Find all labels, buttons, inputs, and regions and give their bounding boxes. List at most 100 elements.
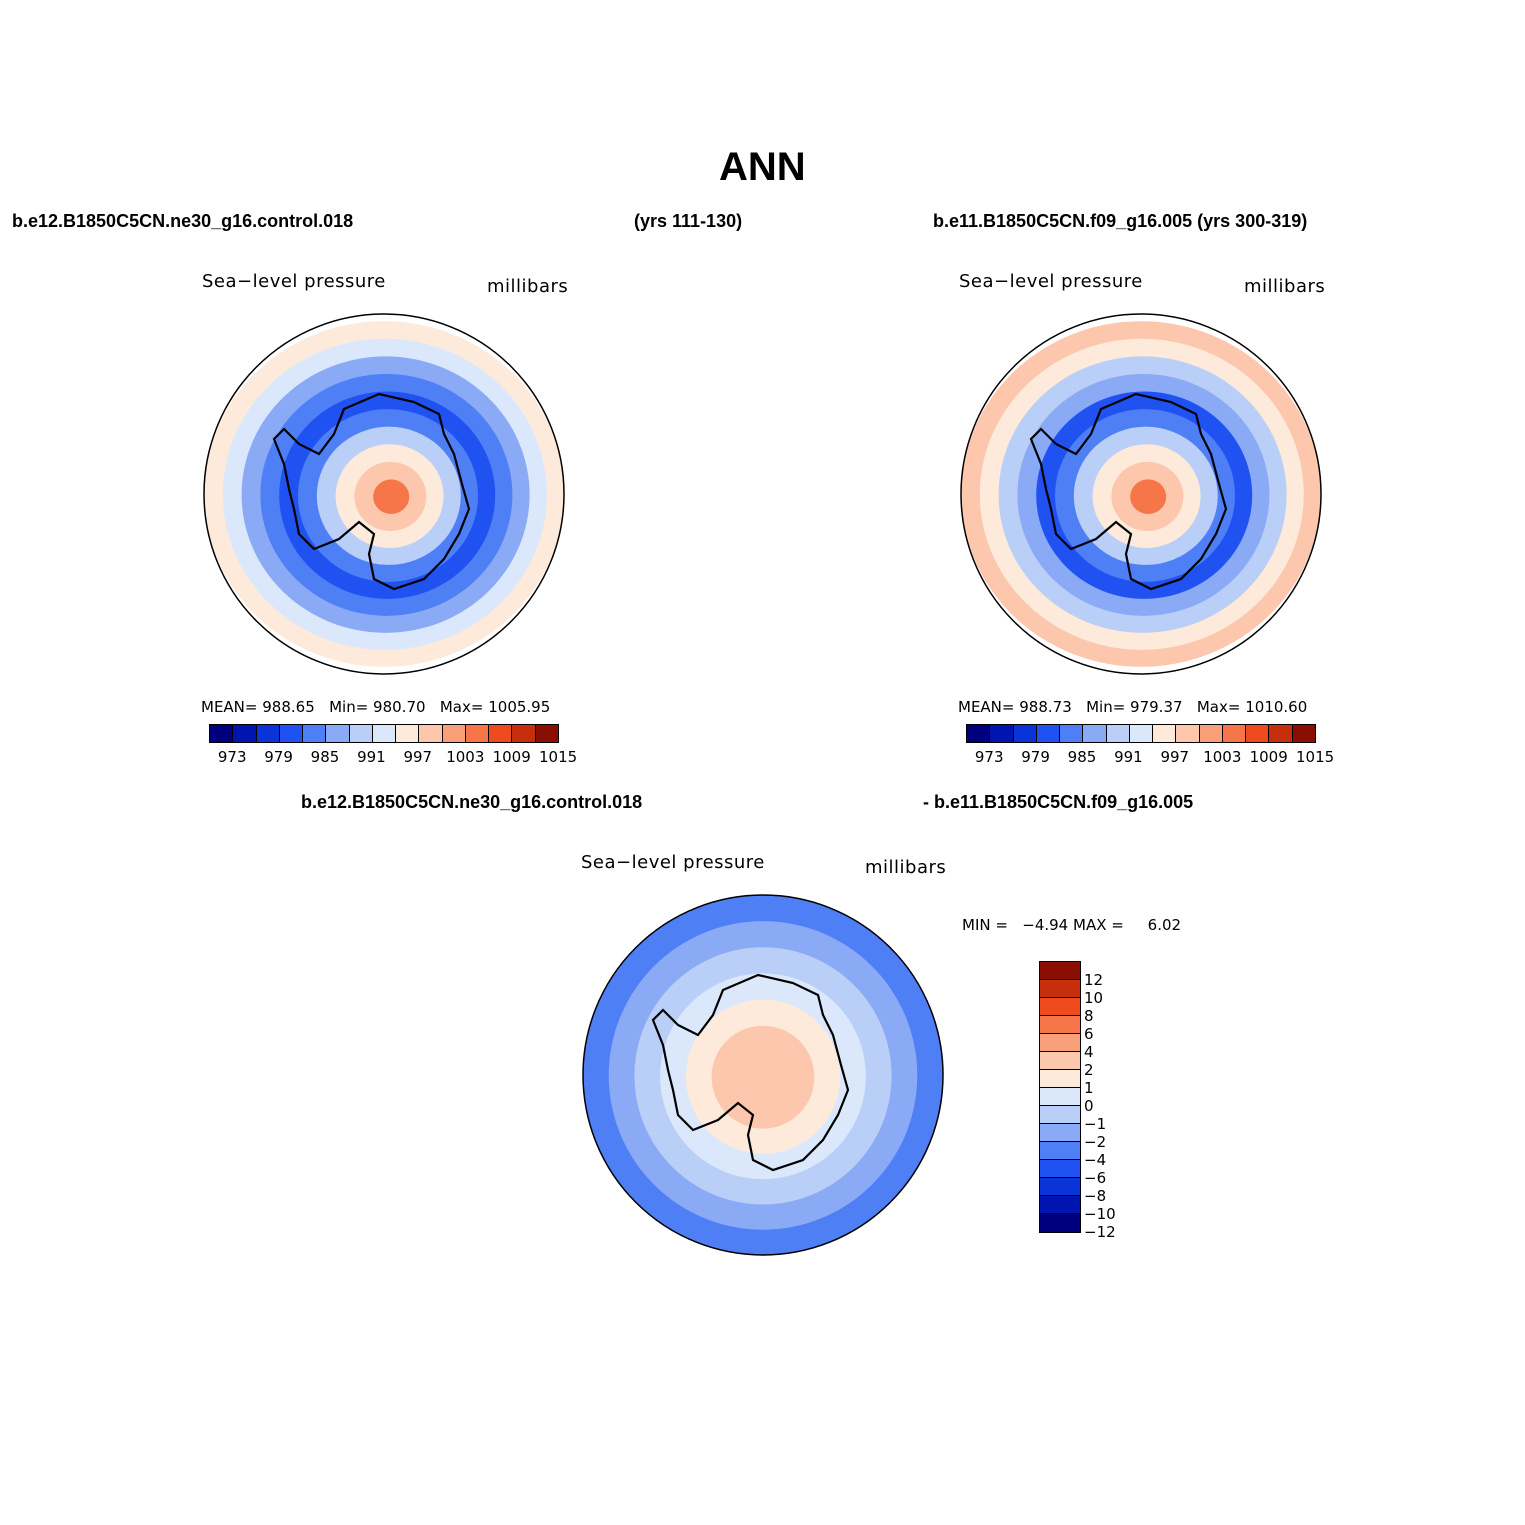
panel2-mean: 988.73: [1019, 698, 1072, 716]
panel2-map-border: [960, 313, 1322, 675]
colorbar-cell: [1040, 962, 1080, 980]
panel3-contour-ring: [737, 1051, 789, 1104]
colorbar-cell: [1106, 725, 1130, 742]
colorbar-cell: [233, 725, 257, 742]
colorbar-tick-label: 6: [1084, 1025, 1094, 1043]
colorbar-cell: [1040, 1178, 1080, 1196]
colorbar-tick-label: 985: [310, 748, 340, 766]
colorbar-cell: [535, 725, 558, 742]
colorbar-cell: [1176, 725, 1200, 742]
panel3-max-label: MAX =: [1073, 916, 1124, 934]
colorbar-tick-label: 4: [1084, 1043, 1094, 1061]
panel1-contour-ring: [373, 479, 410, 514]
colorbar-tick-label: 979: [1021, 748, 1050, 766]
panel1-max-label: Max=: [439, 698, 484, 716]
colorbar-cell: [210, 725, 234, 742]
panel1-mean-label: MEAN=: [201, 698, 258, 716]
panel1-units: millibars: [487, 276, 569, 297]
colorbar-cell: [1040, 1214, 1080, 1232]
colorbar-cell: [1040, 1160, 1080, 1178]
colorbar-cell: [1040, 1052, 1080, 1070]
colorbar-tick-label: 1009: [1249, 748, 1288, 766]
colorbar-cell: [1040, 1088, 1080, 1106]
left-case-years: (yrs 111-130): [634, 211, 743, 231]
panel3-title: Sea−level pressure: [581, 852, 765, 873]
colorbar-tick-label: 10: [1084, 989, 1104, 1007]
colorbar-cell: [372, 725, 397, 742]
panel1-stats: MEAN= 988.65 Min= 980.70 Max= 1005.95: [201, 698, 550, 716]
colorbar-tick-label: 1015: [1296, 748, 1335, 766]
colorbar-cell: [1040, 1034, 1080, 1052]
colorbar-tick-label: 1009: [492, 748, 531, 766]
colorbar-tick-label: 0: [1084, 1097, 1094, 1115]
colorbar-tick-label: −2: [1084, 1133, 1107, 1151]
colorbar-tick-label: 2: [1084, 1061, 1094, 1079]
panel1-max: 1005.95: [488, 698, 551, 716]
panel3-coastline: [651, 973, 850, 1172]
colorbar-cell: [442, 725, 466, 742]
panel2-stats: MEAN= 988.73 Min= 979.37 Max= 1010.60: [958, 698, 1307, 716]
colorbar-cell: [1083, 725, 1107, 742]
panel2-colorbar: [966, 724, 1316, 743]
colorbar-cell: [303, 725, 327, 742]
panel3-colorbar: [1039, 961, 1081, 1233]
colorbar-cell: [1199, 725, 1223, 742]
colorbar-tick-label: 997: [403, 748, 433, 766]
diff-case-b: - b.e11.B1850C5CN.f09_g16.005: [923, 792, 1194, 812]
colorbar-tick-label: 12: [1084, 971, 1104, 989]
colorbar-tick-label: −10: [1084, 1205, 1116, 1223]
colorbar-tick-label: −1: [1084, 1115, 1107, 1133]
panel2-title: Sea−level pressure: [959, 271, 1143, 292]
main-title: ANN: [719, 145, 806, 189]
colorbar-cell: [256, 725, 280, 742]
colorbar-cell: [489, 725, 513, 742]
colorbar-cell: [1222, 725, 1247, 742]
colorbar-tick-label: 8: [1084, 1007, 1094, 1025]
right-case-name: b.e11.B1850C5CN.f09_g16.005 (yrs 300-319…: [933, 211, 1308, 231]
panel1-map: [203, 313, 565, 675]
panel3-units: millibars: [865, 857, 947, 878]
colorbar-cell: [1036, 725, 1061, 742]
diff-case-a: b.e12.B1850C5CN.ne30_g16.control.018: [301, 792, 643, 812]
colorbar-cell: [1040, 1142, 1080, 1160]
colorbar-cell: [1040, 998, 1080, 1016]
panel1-map-border: [203, 313, 565, 675]
colorbar-cell: [990, 725, 1014, 742]
left-case-name: b.e12.B1850C5CN.ne30_g16.control.018: [12, 211, 354, 231]
colorbar-tick-label: 1003: [1203, 748, 1242, 766]
colorbar-tick-label: −6: [1084, 1169, 1107, 1187]
panel2-contour-ring: [1130, 479, 1167, 514]
colorbar-cell: [1040, 980, 1080, 998]
panel2-map: [960, 313, 1322, 675]
panel3-max: 6.02: [1147, 916, 1182, 934]
colorbar-tick-label: 1: [1084, 1079, 1094, 1097]
colorbar-cell: [1153, 725, 1177, 742]
colorbar-tick-label: 997: [1160, 748, 1190, 766]
colorbar-tick-label: 973: [217, 748, 247, 766]
panel3-map: [582, 894, 944, 1256]
colorbar-cell: [349, 725, 373, 742]
colorbar-tick-label: 991: [1114, 748, 1143, 766]
panel2-min: 979.37: [1130, 698, 1183, 716]
colorbar-cell: [1040, 1016, 1080, 1034]
panel2-max: 1010.60: [1245, 698, 1308, 716]
colorbar-tick-label: −4: [1084, 1151, 1107, 1169]
panel2-max-label: Max=: [1196, 698, 1241, 716]
colorbar-cell: [326, 725, 350, 742]
colorbar-cell: [396, 725, 420, 742]
colorbar-cell: [1040, 1070, 1080, 1088]
panel1-mean: 988.65: [262, 698, 315, 716]
colorbar-cell: [279, 725, 304, 742]
colorbar-tick-label: 1003: [446, 748, 485, 766]
colorbar-tick-label: −8: [1084, 1187, 1107, 1205]
panel1-min: 980.70: [373, 698, 426, 716]
panel3-min: −4.94: [1022, 916, 1069, 934]
colorbar-cell: [465, 725, 490, 742]
panel3-stats: MIN = −4.94 MAX = 6.02: [962, 916, 1181, 934]
panel2-min-label: Min=: [1086, 698, 1126, 716]
colorbar-cell: [1040, 1124, 1080, 1142]
panel1-min-label: Min=: [329, 698, 369, 716]
panel3-map-border: [582, 894, 944, 1256]
colorbar-cell: [967, 725, 991, 742]
panel1-title: Sea−level pressure: [202, 271, 386, 292]
